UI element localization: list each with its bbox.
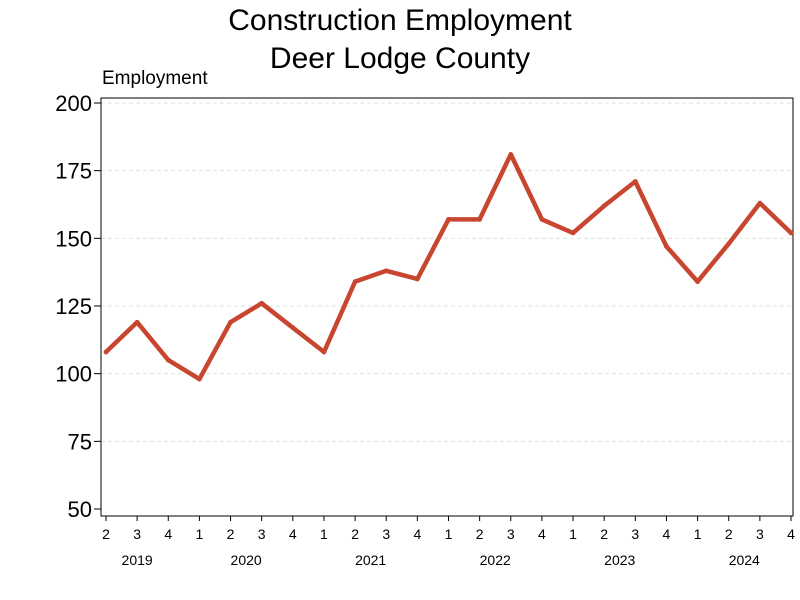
x-tick-label: 1 bbox=[196, 526, 204, 542]
year-label: 2019 bbox=[122, 552, 153, 568]
y-axis-label: Employment bbox=[102, 68, 208, 89]
data-point bbox=[788, 230, 794, 236]
data-point bbox=[414, 276, 420, 282]
x-tick-label: 2 bbox=[351, 526, 359, 542]
data-point bbox=[632, 179, 638, 184]
y-tick-label: 175 bbox=[55, 159, 92, 184]
x-tick-label: 1 bbox=[320, 526, 328, 542]
x-tick-label: 2 bbox=[102, 526, 110, 542]
data-point bbox=[259, 300, 265, 306]
x-axis: 2 3 4 1 2 3 4 1 2 3 4 1 2 3 4 1 2 3 4 1 2 3 4 bbox=[102, 516, 795, 542]
data-point bbox=[757, 200, 763, 206]
x-tick-label: 2 bbox=[227, 526, 235, 542]
data-point bbox=[321, 349, 327, 355]
y-axis: 50 75 100 125 150 175 200 bbox=[55, 91, 101, 522]
x-tick-label: 4 bbox=[413, 526, 421, 542]
data-point bbox=[228, 319, 233, 325]
data-point bbox=[383, 268, 389, 274]
gridlines bbox=[101, 102, 793, 442]
year-label: 2022 bbox=[480, 552, 511, 568]
data-point bbox=[446, 216, 451, 222]
x-tick-label: 4 bbox=[289, 526, 297, 542]
data-point bbox=[477, 216, 483, 222]
data-point bbox=[726, 241, 732, 247]
x-tick-label: 1 bbox=[694, 526, 702, 542]
chart-title-line-1: Construction Employment bbox=[228, 4, 572, 37]
data-point bbox=[290, 325, 296, 331]
data-point bbox=[103, 349, 109, 355]
x-tick-label: 4 bbox=[663, 526, 671, 542]
plot-frame bbox=[100, 97, 794, 517]
x-tick-label: 3 bbox=[507, 526, 515, 542]
x-tick-label: 1 bbox=[445, 526, 453, 542]
year-label: 2023 bbox=[604, 552, 635, 568]
x-tick-label: 2 bbox=[725, 526, 733, 542]
chart-title-line-2: Deer Lodge County bbox=[269, 42, 531, 75]
data-point bbox=[695, 279, 700, 285]
y-tick-label: 75 bbox=[68, 429, 92, 454]
x-tick-label: 4 bbox=[538, 526, 546, 542]
y-tick-label: 125 bbox=[55, 294, 92, 319]
y-tick-label: 200 bbox=[55, 91, 92, 116]
data-point bbox=[570, 230, 576, 236]
year-label: 2020 bbox=[231, 552, 262, 568]
data-point bbox=[664, 244, 669, 249]
x-tick-label: 3 bbox=[133, 526, 141, 542]
year-label: 2021 bbox=[355, 552, 386, 568]
x-tick-label: 4 bbox=[164, 526, 172, 542]
x-tick-label: 4 bbox=[787, 526, 795, 542]
data-point bbox=[197, 376, 202, 382]
year-labels: 2019 2020 2021 2022 2023 2024 bbox=[122, 552, 761, 568]
data-point bbox=[601, 203, 607, 209]
data-point bbox=[539, 216, 545, 222]
x-tick-label: 3 bbox=[382, 526, 390, 542]
data-point bbox=[352, 279, 358, 285]
year-label: 2024 bbox=[729, 552, 760, 568]
x-tick-label: 2 bbox=[600, 526, 608, 542]
y-tick-label: 100 bbox=[55, 362, 92, 387]
data-point bbox=[134, 319, 140, 325]
x-tick-label: 3 bbox=[631, 526, 639, 542]
x-tick-label: 1 bbox=[569, 526, 577, 542]
data-point bbox=[508, 152, 514, 157]
series-group bbox=[103, 152, 794, 382]
y-tick-label: 150 bbox=[55, 226, 92, 251]
series-line bbox=[103, 152, 794, 382]
x-tick-label: 3 bbox=[258, 526, 266, 542]
x-tick-label: 2 bbox=[476, 526, 484, 542]
y-tick-label: 50 bbox=[68, 497, 92, 522]
chart-title: Construction Employment Deer Lodge Count… bbox=[0, 2, 800, 78]
data-point bbox=[165, 357, 171, 363]
x-tick-label: 3 bbox=[756, 526, 764, 542]
